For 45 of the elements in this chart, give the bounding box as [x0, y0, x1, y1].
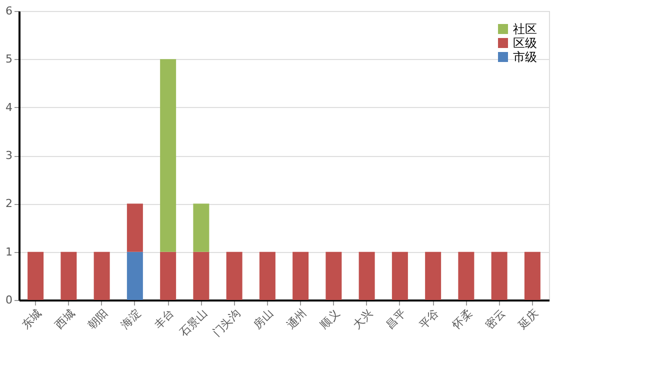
x-tick-label: 大兴 [350, 306, 376, 332]
bar [28, 252, 44, 300]
bar [193, 252, 210, 300]
x-tick-label: 平谷 [416, 306, 442, 332]
x-tick-label: 密云 [483, 306, 508, 332]
x-tick-label: 房山 [251, 306, 276, 332]
y-tick-label: 6 [6, 4, 12, 18]
y-tick-label: 4 [6, 100, 12, 114]
bar [358, 252, 375, 300]
x-tick-label: 丰台 [152, 306, 177, 332]
bar [458, 252, 474, 300]
bar [60, 252, 77, 300]
x-tick-label: 门头沟 [210, 306, 243, 340]
x-tick-label: 怀柔 [449, 306, 475, 332]
y-tick-label: 0 [6, 294, 12, 306]
bar [226, 252, 242, 300]
y-tick-label: 5 [6, 52, 12, 66]
x-tick-label: 石景山 [177, 306, 210, 340]
x-tick-label: 朝阳 [86, 306, 110, 332]
y-tick-label: 3 [6, 149, 12, 162]
legend-label: 社区 [513, 22, 537, 36]
bar [425, 252, 442, 300]
x-tick-label: 东城 [19, 306, 44, 332]
bar [392, 252, 408, 300]
bar [193, 204, 210, 252]
x-tick-label: 顺义 [317, 306, 342, 332]
bar [94, 252, 110, 300]
legend-label: 市级 [513, 50, 537, 64]
bar [126, 252, 143, 300]
bar [259, 252, 276, 300]
x-tick-label: 延庆 [515, 306, 541, 332]
y-tick-label: 1 [6, 245, 12, 258]
bar [491, 252, 508, 300]
bar [292, 252, 309, 300]
x-tick-label: 通州 [284, 306, 310, 332]
bar [126, 204, 143, 252]
legend-label: 区级 [513, 36, 537, 50]
x-tick-label: 海淀 [118, 306, 144, 332]
bar [160, 59, 176, 252]
bar [524, 252, 540, 300]
x-tick-label: 西城 [52, 306, 78, 332]
bar [160, 252, 176, 300]
x-tick-label: 昌平 [384, 306, 408, 332]
bar [326, 252, 342, 300]
y-tick-label: 2 [6, 197, 12, 210]
